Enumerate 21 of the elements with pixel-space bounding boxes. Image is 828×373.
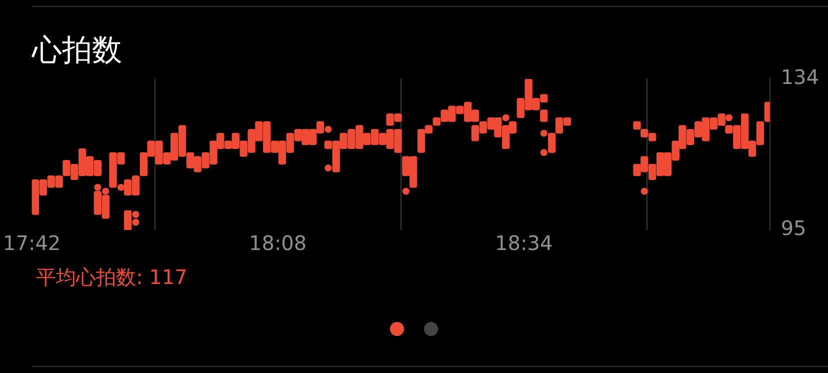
point [725,114,732,122]
point [540,149,548,156]
text: 平均心拍数: 117 [36,264,188,291]
point [132,218,140,226]
point [132,211,140,218]
point [502,114,510,122]
x-tick-label: 18:34 [495,231,553,256]
y-tick-label: 95 [780,216,806,240]
x-tick-label: 17:42 [3,231,61,256]
x-tick-label: 18:08 [248,231,307,256]
bar [540,110,548,122]
point [640,188,648,195]
point [324,126,332,133]
y-tick-label: 134 [780,65,820,90]
point [94,184,102,191]
point [102,188,110,195]
point [324,164,332,172]
chart-title: 心拍数 [32,32,122,70]
point [117,184,124,191]
point [402,188,410,195]
point [540,130,548,137]
